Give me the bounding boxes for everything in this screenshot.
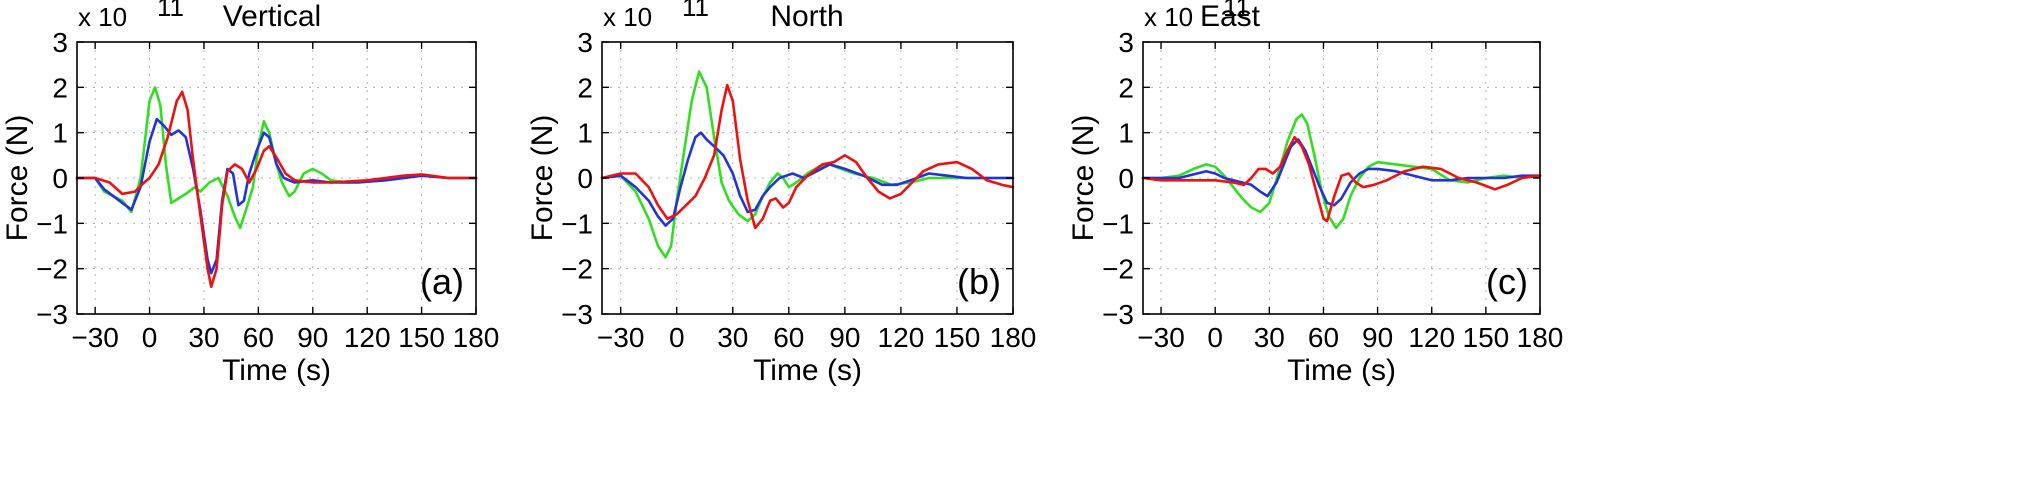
x-tick-label: 180 — [990, 322, 1037, 353]
panel-north: x 10 11 North Force (N) Time (s) (b) −30… — [526, 0, 1036, 387]
series-line-green — [600, 70, 1015, 259]
x-tick-label: 90 — [1362, 322, 1393, 353]
x-tick-label: 120 — [1408, 322, 1455, 353]
x-tick-label: 90 — [829, 322, 860, 353]
panel-label: (c) — [1486, 261, 1528, 302]
y-tick-label: 3 — [577, 27, 593, 58]
y-tick-label: 2 — [52, 72, 68, 103]
series-group — [600, 70, 1015, 259]
y-tick-label: 3 — [52, 27, 68, 58]
y-tick-label: 2 — [577, 72, 593, 103]
series-group — [1141, 113, 1542, 230]
y-tick-label: −3 — [1102, 299, 1134, 330]
x-tick-label: −30 — [71, 322, 119, 353]
series-line-green — [75, 86, 478, 230]
panel-label: (a) — [420, 261, 464, 302]
plot-frame — [76, 41, 477, 315]
y-tick-label: 1 — [52, 118, 68, 149]
x-tick-label: 150 — [934, 322, 981, 353]
y-tick-label: −1 — [36, 208, 68, 239]
series-line-red — [600, 83, 1015, 230]
y-tick-label: −1 — [1102, 208, 1134, 239]
x-tick-label: −30 — [1137, 322, 1185, 353]
x-tick-label: 180 — [453, 322, 500, 353]
series-line-blue — [1141, 138, 1542, 207]
panel-east: x 10 11 East Force (N) Time (s) (c) −30 0… — [1067, 0, 1563, 387]
x-axis-label: Time (s) — [753, 354, 862, 387]
series-line-blue — [600, 131, 1015, 227]
series-group — [75, 86, 478, 289]
x-tick-label: 30 — [717, 322, 748, 353]
multiplier-label: x 10 — [603, 2, 652, 32]
chart-title: East — [1200, 0, 1261, 33]
y-tick-label: 1 — [577, 118, 593, 149]
grid — [77, 41, 477, 315]
x-tick-label: 90 — [297, 322, 328, 353]
x-tick-label: 60 — [773, 322, 804, 353]
x-tick-label: 30 — [1254, 322, 1285, 353]
chart-title: North — [770, 0, 843, 33]
y-tick-label: 0 — [52, 163, 68, 194]
x-axis-label: Time (s) — [1287, 354, 1396, 387]
x-tick-label: 120 — [344, 322, 391, 353]
x-tick-label: 180 — [1517, 322, 1564, 353]
y-tick-label: −3 — [36, 299, 68, 330]
y-tick-label: 0 — [577, 163, 593, 194]
chart-title: Vertical — [223, 0, 321, 33]
series-line-red — [1141, 135, 1542, 223]
x-tick-label: 120 — [878, 322, 925, 353]
y-tick-label: 1 — [1118, 118, 1134, 149]
x-axis-label: Time (s) — [222, 354, 331, 387]
multiplier-exponent: 11 — [1223, 0, 1250, 22]
panel-vertical: x 10 11 Vertical Force (N) Time (s) (a) … — [1, 0, 499, 387]
x-tick-label: −30 — [597, 322, 645, 353]
x-tick-label: 30 — [188, 322, 219, 353]
multiplier-exponent: 11 — [682, 0, 709, 22]
y-tick-label: −2 — [561, 254, 593, 285]
y-axis-label: Force (N) — [526, 115, 559, 242]
panel-label: (b) — [957, 261, 1001, 302]
y-axis-label: Force (N) — [1067, 115, 1100, 242]
multiplier-label: x 10 — [78, 2, 127, 32]
x-tick-label: 150 — [398, 322, 445, 353]
multiplier-label: x 10 — [1144, 2, 1193, 32]
y-tick-label: 2 — [1118, 72, 1134, 103]
series-line-blue — [75, 117, 478, 275]
series-line-red — [75, 90, 478, 289]
x-tick-label: 60 — [1308, 322, 1339, 353]
x-tick-label: 0 — [669, 322, 685, 353]
y-tick-label: −2 — [1102, 254, 1134, 285]
y-tick-label: 0 — [1118, 163, 1134, 194]
y-axis-label: Force (N) — [1, 115, 34, 242]
multiplier-exponent: 11 — [157, 0, 184, 22]
x-tick-label: 0 — [1207, 322, 1223, 353]
series-line-green — [1141, 113, 1542, 230]
y-tick-label: −2 — [36, 254, 68, 285]
x-tick-label: 60 — [243, 322, 274, 353]
y-tick-label: −1 — [561, 208, 593, 239]
y-tick-label: 3 — [1118, 27, 1134, 58]
x-tick-label: 150 — [1463, 322, 1510, 353]
y-tick-label: −3 — [561, 299, 593, 330]
x-tick-label: 0 — [142, 322, 158, 353]
